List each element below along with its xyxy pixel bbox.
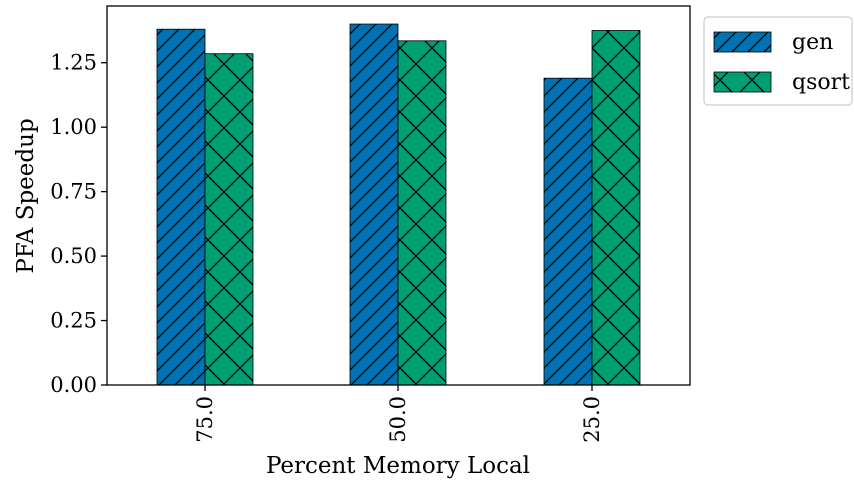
x-tick-label: 75.0 xyxy=(193,396,217,443)
y-tick-label: 0.25 xyxy=(50,309,97,333)
legend-label-gen: gen xyxy=(792,30,833,55)
y-tick-label: 0.50 xyxy=(50,244,97,268)
y-tick-label: 1.00 xyxy=(50,115,97,139)
bars-layer xyxy=(156,23,641,386)
legend-label-qsort: qsort xyxy=(792,70,850,95)
y-axis: 0.00 0.25 0.50 0.75 1.00 1.25 xyxy=(50,51,107,397)
legend-swatch-hatch-gen xyxy=(713,31,772,53)
y-axis-title: PFA Speedup xyxy=(13,118,39,273)
bar-gen-75.0-hatch xyxy=(156,28,206,386)
y-tick-label: 1.25 xyxy=(50,51,97,75)
y-tick-label: 0.75 xyxy=(50,180,97,204)
x-axis-title: Percent Memory Local xyxy=(266,453,530,479)
x-tick-label: 25.0 xyxy=(580,396,604,443)
y-tick-label: 0.00 xyxy=(50,373,97,397)
bar-gen-25.0-hatch xyxy=(543,77,593,386)
bar-gen-50.0-hatch xyxy=(349,23,399,386)
bar-qsort-25.0-hatch xyxy=(591,30,641,386)
bar-qsort-50.0-hatch xyxy=(397,40,447,386)
x-tick-label: 50.0 xyxy=(386,396,410,443)
bar-qsort-75.0-hatch xyxy=(204,53,254,386)
legend: gen qsort xyxy=(703,16,853,106)
x-axis: 75.0 50.0 25.0 xyxy=(193,385,604,443)
legend-swatch-hatch-qsort xyxy=(713,71,772,93)
